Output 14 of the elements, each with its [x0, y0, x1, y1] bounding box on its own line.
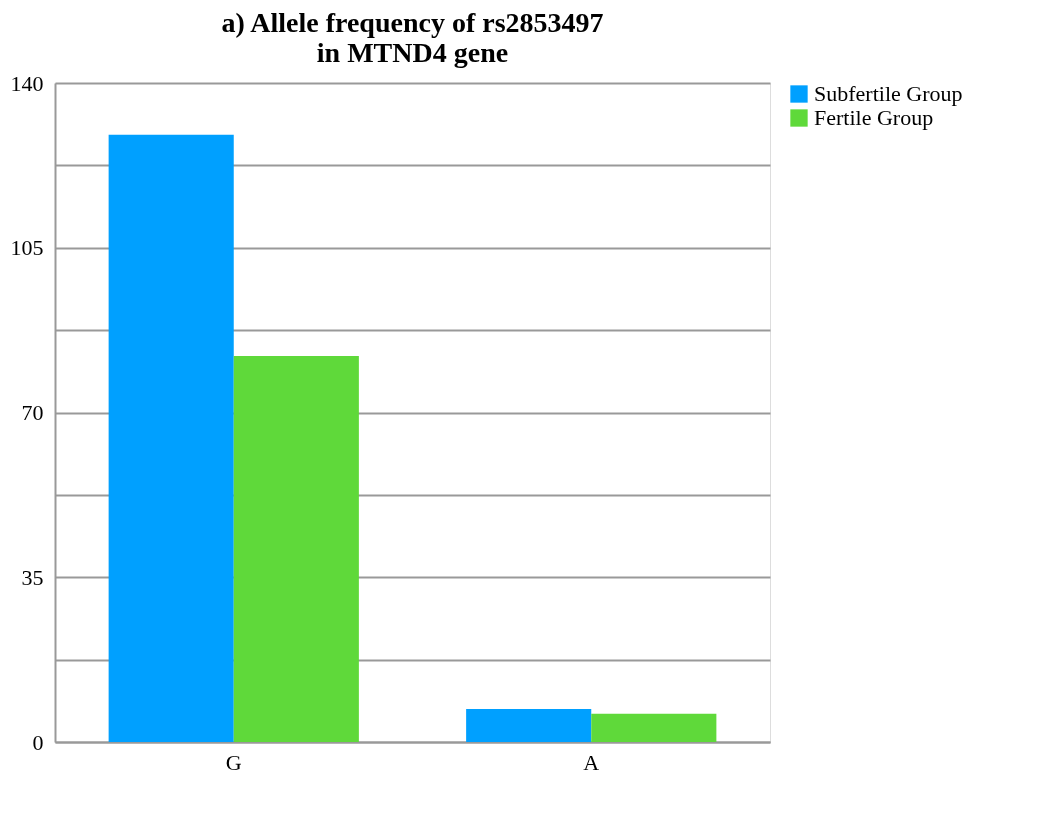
chart-title: a) Allele frequency of rs2853497 in MTND4 gene [221, 7, 604, 68]
y-tick-label: 70 [21, 400, 44, 425]
legend-label: Fertile Group [814, 105, 934, 130]
legend-label: Subfertile Group [814, 81, 963, 106]
bar [233, 356, 359, 742]
y-tick-label: 35 [21, 564, 44, 590]
y-tick-label: 105 [10, 235, 44, 261]
bar [108, 134, 234, 742]
y-tick-label: 0 [32, 729, 44, 755]
bar [591, 713, 717, 742]
x-tick-label: A [583, 749, 600, 775]
y-tick-label: 140 [10, 70, 44, 96]
x-tick-label: G [225, 749, 242, 775]
bar [466, 709, 592, 742]
